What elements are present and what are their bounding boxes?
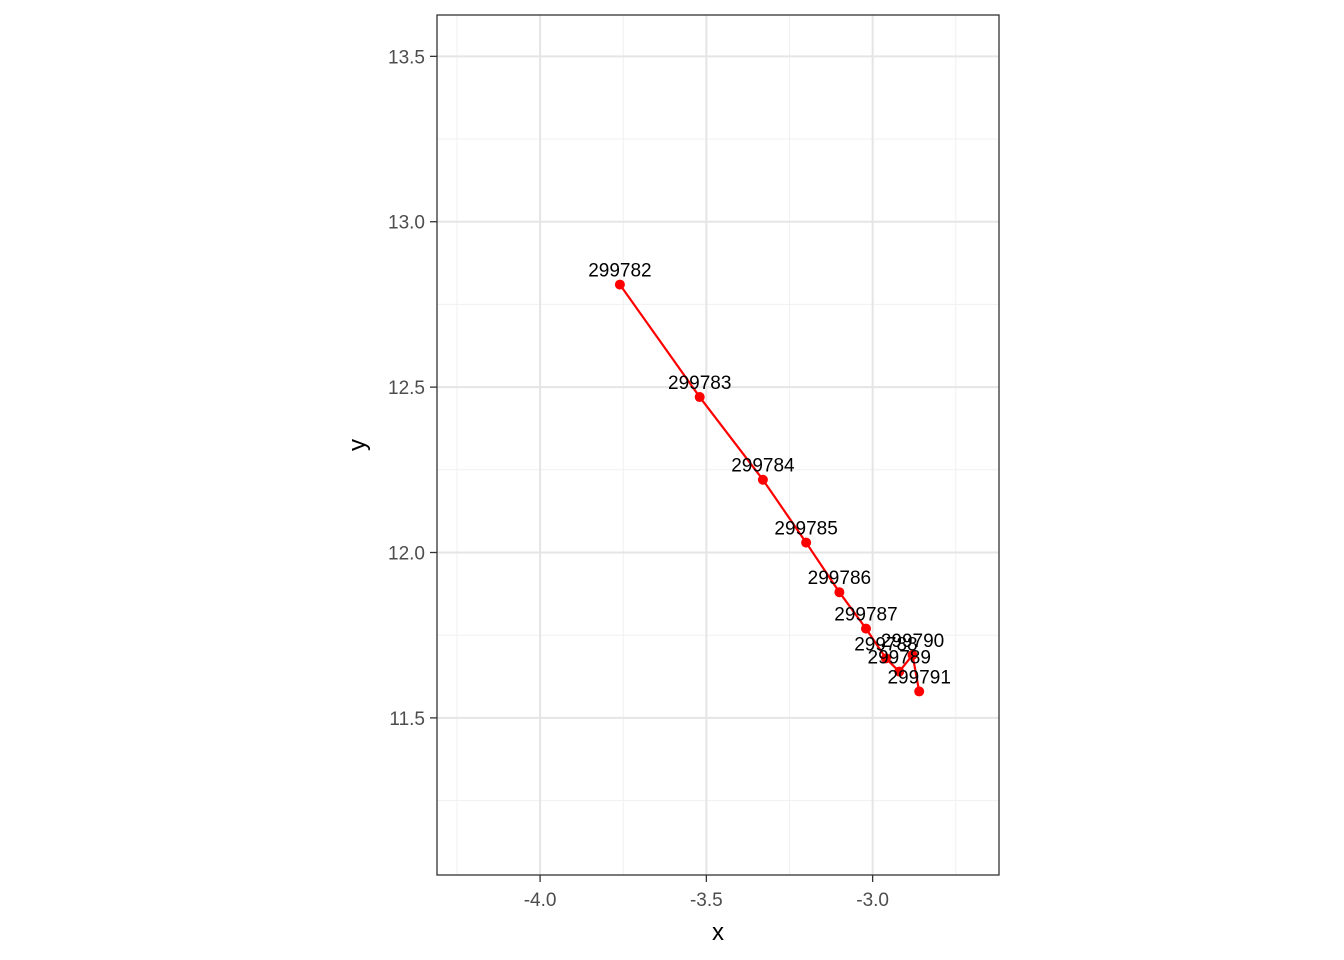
point-label: 299783 <box>668 373 731 394</box>
point-label: 299787 <box>834 605 897 626</box>
y-tick-label: 12.5 <box>388 378 425 399</box>
point-label: 299790 <box>881 631 944 652</box>
y-tick-label: 13.0 <box>388 213 425 234</box>
data-point <box>614 279 625 290</box>
y-axis: 11.5 12.0 12.5 13.0 13.5 <box>388 47 437 730</box>
y-tick-label: 11.5 <box>389 709 425 730</box>
point-label: 299789 <box>868 648 931 669</box>
series-line <box>619 283 921 692</box>
point-label: 299786 <box>808 568 871 589</box>
y-axis-title: y <box>344 439 371 451</box>
plot-background <box>437 15 999 875</box>
major-gridlines <box>437 15 999 875</box>
data-point <box>757 474 768 485</box>
plot-border <box>436 14 1000 876</box>
x-axis: -4.0 -3.5 -3.0 <box>524 875 889 911</box>
x-tick-label: -3.5 <box>690 890 723 911</box>
point-label: 299784 <box>731 456 795 477</box>
y-tick-label: 13.5 <box>388 47 425 68</box>
data-point <box>860 623 871 634</box>
point-label: 299785 <box>774 519 837 540</box>
minor-gridlines <box>437 15 999 875</box>
point-label: 299791 <box>887 667 950 688</box>
data-point <box>834 587 845 598</box>
point-labels: 299782 299783 299784 299785 299786 299787 2997… <box>588 261 951 689</box>
data-point <box>907 650 918 661</box>
data-point <box>801 537 812 548</box>
y-tick-label: 12.0 <box>388 544 425 565</box>
data-point <box>880 653 891 664</box>
point-label: 299788 <box>854 634 917 655</box>
x-tick-label: -3.0 <box>856 890 889 911</box>
x-axis-title: x <box>712 919 724 946</box>
point-label: 299782 <box>588 261 651 282</box>
x-tick-label: -4.0 <box>524 890 557 911</box>
data-point <box>894 666 905 677</box>
series-layer <box>614 279 925 697</box>
data-point <box>914 686 925 697</box>
data-point <box>694 392 705 403</box>
